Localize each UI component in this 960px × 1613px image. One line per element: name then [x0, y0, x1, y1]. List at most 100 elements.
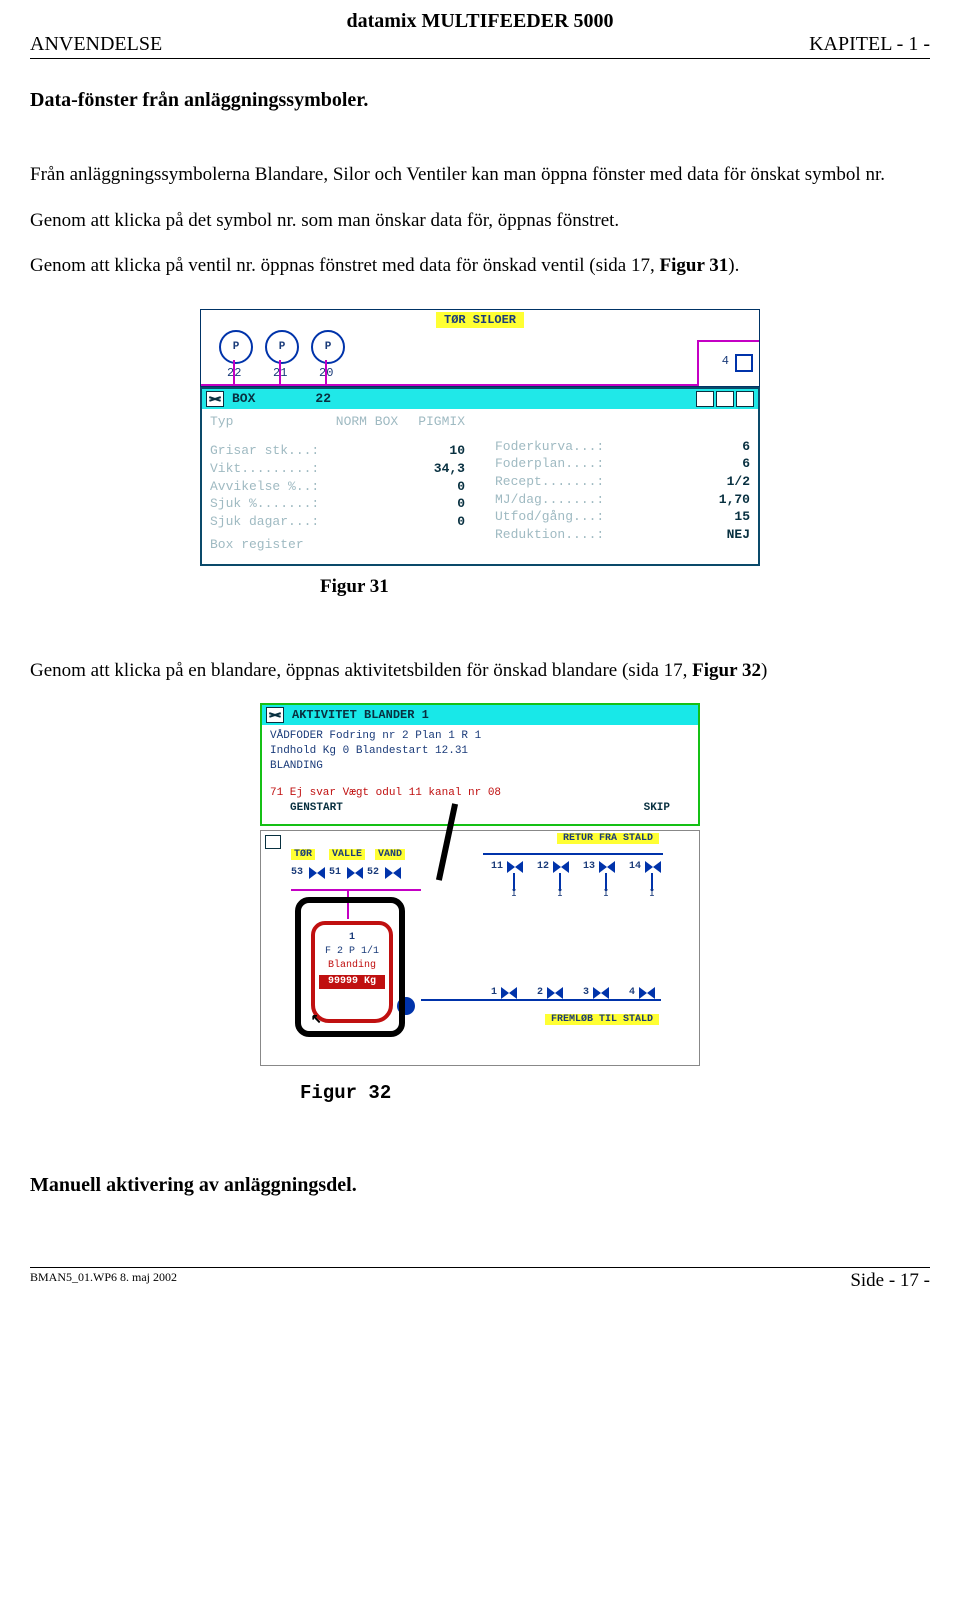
pipe-vertical-right: [697, 340, 699, 386]
valve-number[interactable]: 52: [367, 867, 379, 878]
manual-activation-heading: Manuell aktivering av anläggningsdel.: [30, 1174, 930, 1197]
retur-label: RETUR FRA STALD: [557, 833, 659, 844]
valve-icon[interactable]: [593, 987, 609, 999]
paragraph-4: Genom att klicka på en blandare, öppnas …: [30, 658, 930, 684]
data-row: MJ/dag.......:1,70: [495, 491, 750, 509]
valve-number[interactable]: 2: [537, 987, 543, 998]
source-label: VALLE: [329, 849, 365, 860]
data-value: 1,70: [690, 491, 750, 509]
activity-title-text: AKTIVITET BLANDER 1: [292, 708, 429, 722]
data-value: 1/2: [690, 473, 750, 491]
header-title: datamix MULTIFEEDER 5000: [30, 10, 930, 33]
valve-number[interactable]: 1: [491, 987, 497, 998]
valve-icon[interactable]: [501, 987, 517, 999]
pipe-horizontal: [201, 384, 699, 386]
data-value: 34,3: [405, 460, 465, 478]
valve-icon[interactable]: [645, 861, 661, 873]
valve-number[interactable]: 13: [583, 861, 595, 872]
valve-icon[interactable]: [507, 861, 523, 873]
data-label: Vikt.........:: [210, 460, 405, 478]
source-label: VAND: [375, 849, 405, 860]
indicator-label: I: [649, 889, 655, 900]
header-left: ANVENDELSE: [30, 33, 162, 56]
activity-titlebar: AKTIVITET BLANDER 1: [262, 705, 698, 725]
valve-number[interactable]: 4: [629, 987, 635, 998]
data-value: 10: [405, 442, 465, 460]
data-label: Sjuk %.......:: [210, 495, 405, 513]
data-label: Sjuk dagar...:: [210, 513, 405, 531]
silo-icon[interactable]: P: [265, 330, 299, 364]
valve-icon[interactable]: [385, 867, 401, 879]
paragraph-1: Från anläggningssymbolerna Blandare, Sil…: [30, 162, 930, 188]
pipe: [325, 360, 327, 386]
fig31-top-panel: TØR SILOER P22P21P20 4: [200, 309, 760, 387]
subhead-norm: NORM BOX: [336, 413, 398, 431]
data-row: Foderkurva...:6: [495, 438, 750, 456]
data-label: Foderplan....:: [495, 455, 690, 473]
paragraph-3-end: ).: [728, 255, 739, 276]
genstart-button[interactable]: GENSTART: [290, 801, 343, 816]
valve-number[interactable]: 3: [583, 987, 589, 998]
close-icon[interactable]: [266, 707, 284, 723]
data-label: Recept.......:: [495, 473, 690, 491]
page-header: datamix MULTIFEEDER 5000 ANVENDELSE KAPI…: [30, 10, 930, 59]
valve-icon[interactable]: [599, 861, 615, 873]
window-button-icon[interactable]: [716, 391, 734, 407]
data-value: 6: [690, 438, 750, 456]
footer-left: BMAN5_01.WP6 8. maj 2002: [30, 1270, 177, 1292]
close-icon[interactable]: [265, 835, 281, 849]
valve-icon[interactable]: [553, 861, 569, 873]
silo-icon[interactable]: P: [311, 330, 345, 364]
small-box-icon: [735, 354, 753, 372]
window-title-number: 22: [315, 391, 331, 406]
pipe: [291, 889, 421, 891]
data-label: Reduktion....:: [495, 526, 690, 544]
data-row: Utfod/gång...:15: [495, 508, 750, 526]
pipe: [233, 360, 235, 386]
page-footer: BMAN5_01.WP6 8. maj 2002 Side - 17 -: [30, 1267, 930, 1292]
data-row: Sjuk dagar...:0: [210, 513, 465, 531]
valve-number[interactable]: 53: [291, 867, 303, 878]
figure-32-ref: Figur 32: [692, 660, 761, 681]
valve-number[interactable]: 12: [537, 861, 549, 872]
paragraph-4-text: Genom att klicka på en blandare, öppnas …: [30, 660, 692, 681]
paragraph-4-end: ): [761, 660, 767, 681]
silo-icon[interactable]: P: [219, 330, 253, 364]
data-row: Avvikelse %..:0: [210, 478, 465, 496]
window-button-icon[interactable]: [736, 391, 754, 407]
data-row: Grisar stk...:10: [210, 442, 465, 460]
window-button-icon[interactable]: [696, 391, 714, 407]
activity-line-2: Indhold Kg 0 Blandestart 12.31: [270, 744, 690, 759]
valve-icon[interactable]: [309, 867, 325, 879]
data-row: Sjuk %.......:0: [210, 495, 465, 513]
window-titlebar: BOX 22: [202, 389, 758, 409]
section-title: Data-fönster från anläggningssymboler.: [30, 89, 930, 112]
data-value: 15: [690, 508, 750, 526]
skip-button[interactable]: SKIP: [644, 801, 670, 816]
valve-icon[interactable]: [639, 987, 655, 999]
pipe-horizontal-right: [699, 340, 759, 342]
figure-31-ref: Figur 31: [660, 255, 729, 276]
box-register-label: Box register: [210, 536, 465, 554]
valve-number[interactable]: 51: [329, 867, 341, 878]
valve-icon[interactable]: [347, 867, 363, 879]
pipe-blue: [483, 853, 663, 855]
paragraph-3-text: Genom att klicka på ventil nr. öppnas fö…: [30, 255, 660, 276]
activity-line-1: VÅDFODER Fodring nr 2 Plan 1 R 1: [270, 729, 690, 744]
data-label: MJ/dag.......:: [495, 491, 690, 509]
valve-number[interactable]: 11: [491, 861, 503, 872]
data-row: Foderplan....:6: [495, 455, 750, 473]
data-row: Recept.......:1/2: [495, 473, 750, 491]
indicator-label: I: [511, 889, 517, 900]
activity-line-3: BLANDING: [270, 759, 690, 774]
data-label: Foderkurva...:: [495, 438, 690, 456]
figure-32: AKTIVITET BLANDER 1 VÅDFODER Fodring nr …: [260, 703, 700, 1103]
data-value: 0: [405, 513, 465, 531]
source-label: TØR: [291, 849, 315, 860]
close-icon[interactable]: [206, 391, 224, 407]
subhead-typ: Typ: [210, 413, 336, 431]
valve-icon[interactable]: [547, 987, 563, 999]
window-title-label: BOX: [232, 391, 255, 406]
valve-number[interactable]: 14: [629, 861, 641, 872]
box-window: BOX 22 Typ NORM BOX PIGMIX: [200, 387, 760, 566]
